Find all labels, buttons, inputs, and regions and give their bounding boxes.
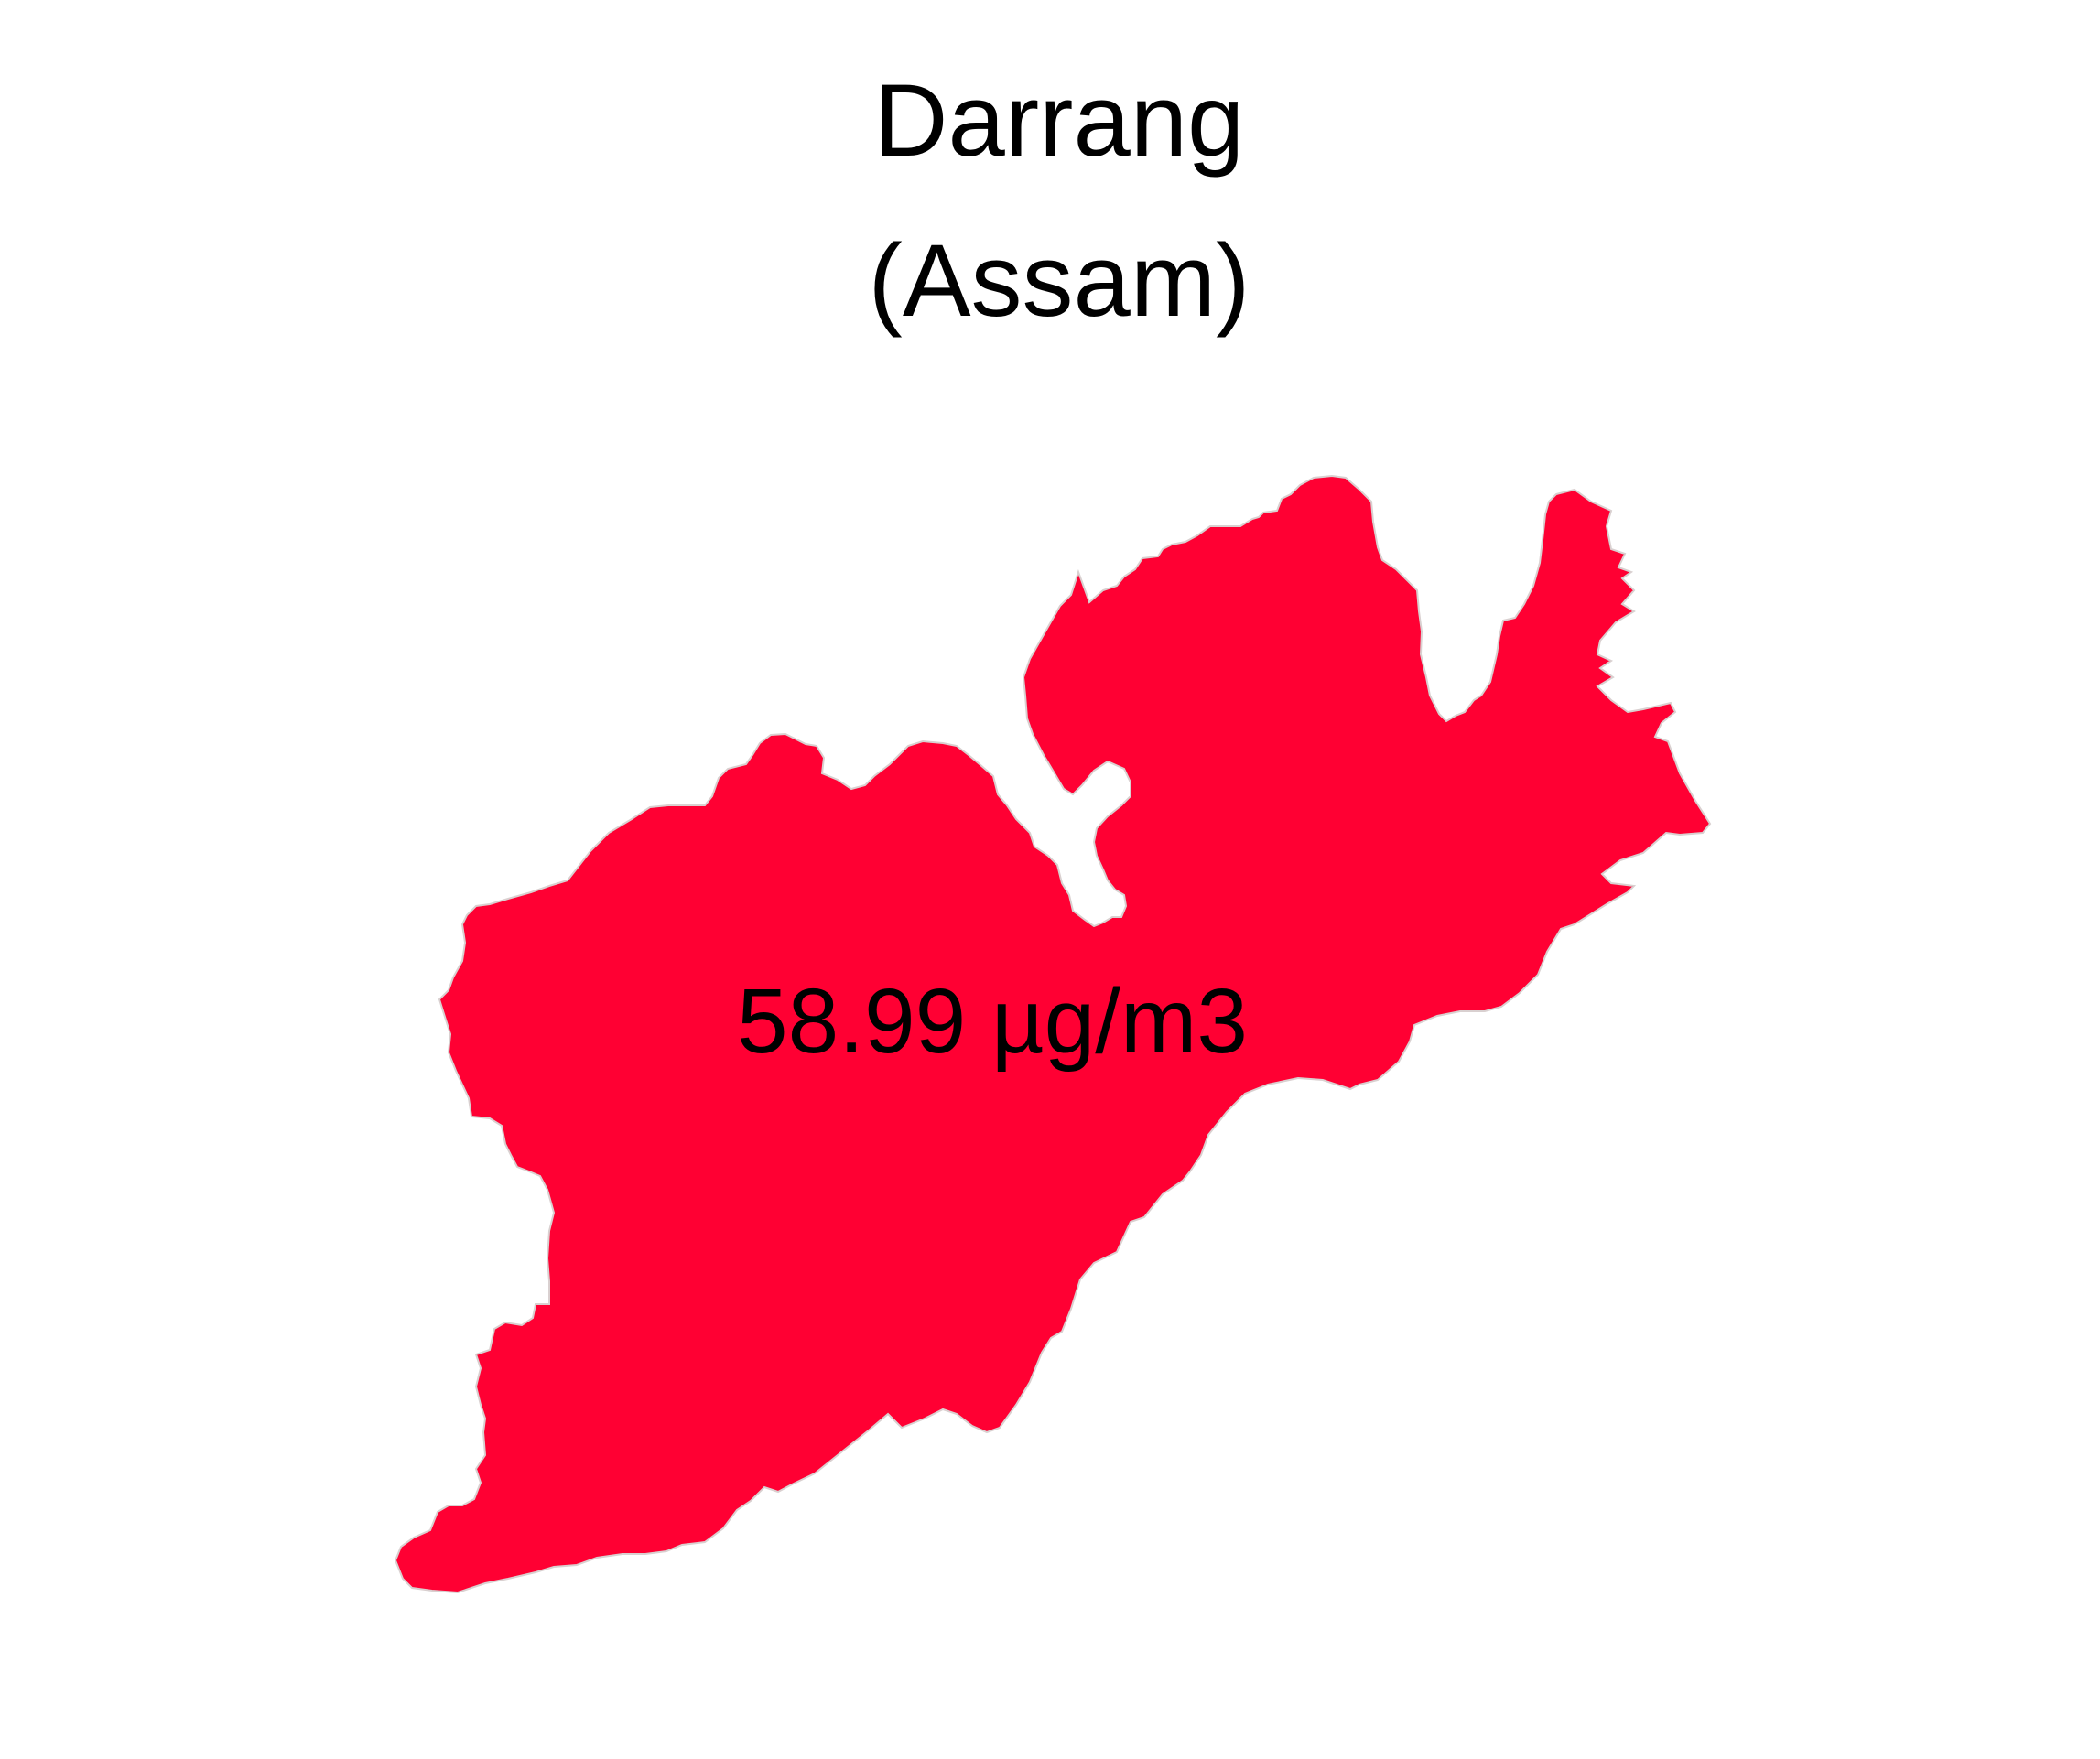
pollution-value-label: 58.99 µg/m3 [737,970,1248,1073]
map-title: Darrang [874,63,1245,178]
map-subtitle: (Assam) [869,223,1250,338]
district-region [394,474,1712,1594]
